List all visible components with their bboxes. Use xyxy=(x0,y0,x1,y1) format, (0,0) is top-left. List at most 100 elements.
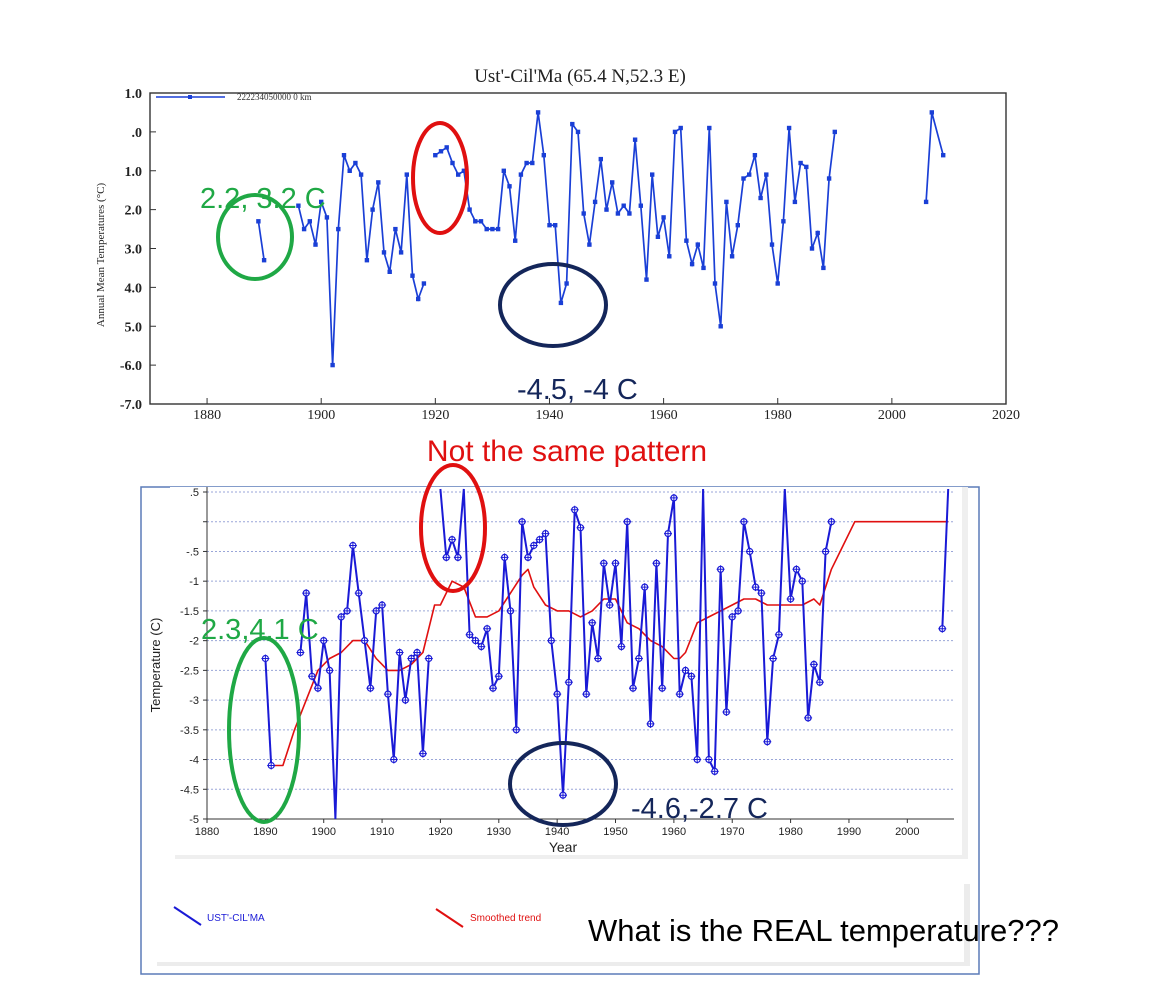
top-y-tick-label: 3.0 xyxy=(125,243,143,258)
top-data-point xyxy=(358,172,364,177)
top-data-point xyxy=(341,153,347,158)
top-data-point xyxy=(393,226,398,232)
bottom-x-tick-label: 1880 xyxy=(195,826,219,838)
top-data-point xyxy=(581,211,586,216)
top-data-point xyxy=(941,153,946,158)
top-data-point xyxy=(775,281,780,286)
bottom-trend-group xyxy=(271,520,949,767)
top-y-tick-label: 1.0 xyxy=(125,87,143,102)
ust-cilma-point-cross xyxy=(938,624,947,633)
top-data-point xyxy=(832,129,837,135)
bottom-green-annotation: 2.3,4.1 C xyxy=(201,614,319,646)
top-data-point xyxy=(678,125,683,131)
ust-cilma-point-cross xyxy=(471,636,480,645)
bottom-y-tick-label: -5 xyxy=(189,814,199,826)
top-data-point xyxy=(707,125,712,131)
ust-cilma-point-cross xyxy=(827,517,836,526)
bottom-y-tick-label: -.5 xyxy=(186,546,199,558)
ust-cilma-point-cross xyxy=(658,684,667,693)
ust-cilma-point-cross xyxy=(313,684,322,693)
bottom-x-tick-label: 1960 xyxy=(662,826,686,838)
top-x-tick-label: 1920 xyxy=(421,408,449,423)
top-y-axis-label: Annual Mean Temperatures (°C) xyxy=(95,183,107,328)
top-data-point xyxy=(490,226,495,232)
top-chart: Ust'-Cil'Ma (65.4 N,52.3 E) 1.0 .0 1.0 2.0 3… xyxy=(95,66,1020,423)
top-navy-annotation: -4.5, -4 C xyxy=(517,374,638,406)
top-data-point xyxy=(524,160,529,166)
bottom-x-axis: 1880 1890 1900 1910 1920 1930 1940 1950 1960 1970… xyxy=(195,819,920,838)
top-data-point xyxy=(610,180,615,185)
bottom-x-axis-label: Year xyxy=(549,839,578,855)
ust-cilma-point-cross xyxy=(407,654,416,663)
bottom-y-tick-label: .5 xyxy=(190,487,199,499)
ust-cilma-point-cross xyxy=(594,654,602,663)
bottom-x-tick-label: 1920 xyxy=(428,826,452,838)
bottom-x-tick-label: 1950 xyxy=(603,826,627,838)
bottom-legend-panel xyxy=(152,880,964,962)
top-data-point xyxy=(632,137,638,142)
ust-cilma-point-cross xyxy=(261,654,270,663)
top-x-tick-label: 1980 xyxy=(764,408,792,423)
top-data-point xyxy=(598,156,603,162)
top-data-point xyxy=(821,265,826,271)
legend-label-ust-cilma: UST'-CIL'MA xyxy=(207,913,265,924)
top-data-point xyxy=(564,281,569,286)
bottom-x-tick-label: 1910 xyxy=(370,826,394,838)
ust-cilma-point-cross xyxy=(477,642,486,651)
ust-cilma-point-cross xyxy=(804,713,813,722)
ust-cilma-point-cross xyxy=(809,660,818,669)
top-data-point xyxy=(387,269,392,274)
top-x-tick-label: 2000 xyxy=(878,408,906,423)
legend-swatch-ust-cilma xyxy=(173,906,202,926)
top-data-point xyxy=(501,168,506,173)
ust-cilma-point-cross xyxy=(745,547,754,556)
top-data-point xyxy=(672,129,678,135)
top-y-tick-label: 2.0 xyxy=(125,204,143,219)
ust-cilma-point-cross xyxy=(739,517,748,526)
bottom-x-tick-label: 1930 xyxy=(487,826,511,838)
bottom-navy-annotation: -4.6,-2.7 C xyxy=(631,793,768,825)
top-data-point xyxy=(695,242,700,247)
top-data-point xyxy=(364,258,370,263)
ust-cilma-point-cross xyxy=(547,636,556,645)
top-data-point xyxy=(758,195,763,201)
top-data-point xyxy=(558,300,564,306)
top-x-axis: 1880 1900 1920 1940 1960 1980 2000 2020 xyxy=(193,398,1020,423)
ust-cilma-point-cross xyxy=(296,648,305,657)
top-data-point xyxy=(826,176,832,181)
ust-cilma-point-cross xyxy=(611,559,620,568)
bottom-y-axis: .5 -.5 -1 -1.5 -2 -2.5 -3 -3.5 -4 -4.5 -5 xyxy=(180,487,207,826)
bottom-y-tick-label: -2.5 xyxy=(180,665,199,677)
ust-cilma-point-cross xyxy=(669,493,678,502)
top-x-tick-label: 1960 xyxy=(650,408,678,423)
top-x-tick-label: 1900 xyxy=(307,408,335,423)
top-y-tick-label: -6.0 xyxy=(120,359,142,374)
top-data-point xyxy=(798,160,803,166)
top-data-point xyxy=(570,121,575,127)
top-data-point xyxy=(729,254,735,259)
bottom-y-tick-label: -1.5 xyxy=(180,606,199,618)
ust-cilma-point-cross xyxy=(372,606,381,615)
legend-label-smoothed-trend: Smoothed trend xyxy=(470,913,541,924)
top-data-point xyxy=(684,238,689,243)
top-legend: 222234050000 0 km xyxy=(156,92,312,102)
ust-cilma-point-cross xyxy=(605,601,614,609)
ust-cilma-point-cross xyxy=(401,696,410,705)
legend-swatch-smoothed-trend xyxy=(435,908,464,928)
bottom-x-tick-label: 1890 xyxy=(253,826,277,838)
ust-cilma-point-cross xyxy=(599,559,608,568)
top-data-point xyxy=(330,362,335,368)
ust-cilma-point-cross xyxy=(734,606,743,615)
top-data-point xyxy=(256,219,261,224)
ust-cilma-point-cross xyxy=(704,755,713,764)
top-y-tick-label: -7.0 xyxy=(120,398,142,413)
top-data-point xyxy=(438,149,444,154)
bottom-chart: .5 -.5 -1 -1.5 -2 -2.5 -3 -3.5 -4 -4.5 -5 1880 1890… xyxy=(140,463,980,975)
top-data-point xyxy=(786,125,792,131)
top-data-point xyxy=(376,180,381,185)
top-data-point xyxy=(296,203,301,208)
top-data-point xyxy=(404,172,409,177)
ust-cilma-point-cross xyxy=(681,666,690,675)
